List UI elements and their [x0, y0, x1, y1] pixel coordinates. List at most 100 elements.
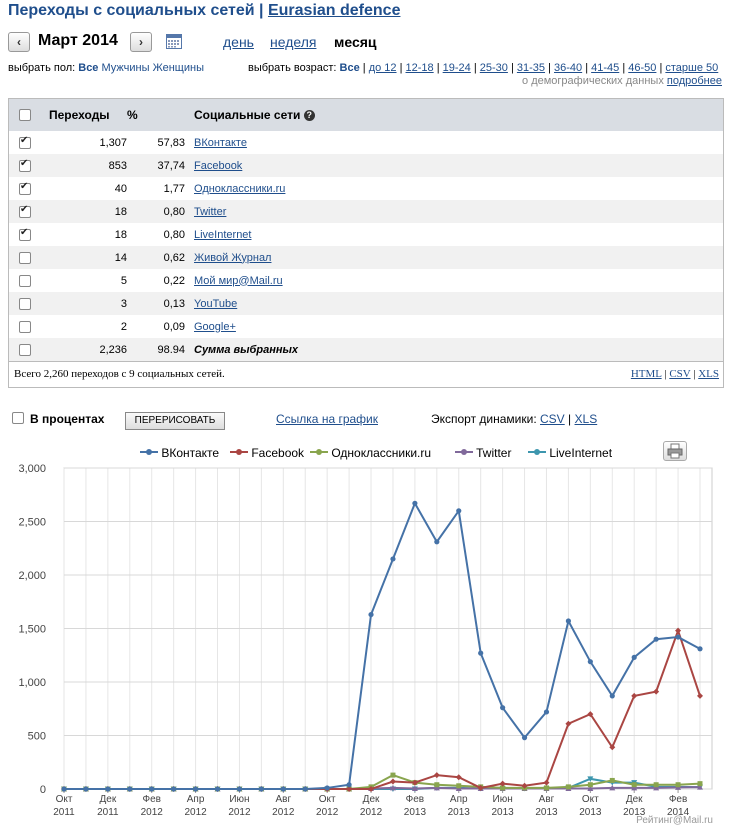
table-row: 2 0,09 Google+ — [9, 315, 723, 338]
age-under-12[interactable]: до 12 — [368, 62, 397, 74]
row-checkbox[interactable] — [19, 320, 31, 333]
data-point — [302, 786, 308, 792]
legend-item[interactable]: Facebook — [230, 444, 304, 462]
data-point — [543, 709, 550, 715]
age-19-24[interactable]: 19-24 — [442, 62, 471, 74]
row-network-link[interactable]: Twitter — [194, 205, 227, 218]
row-checkbox[interactable] — [19, 227, 31, 241]
row-network-link[interactable]: Одноклассники.ru — [194, 182, 286, 195]
x-tick-year: 2013 — [579, 807, 602, 818]
x-tick-year: 2012 — [184, 807, 207, 818]
x-tick-month: Авг — [539, 794, 555, 805]
data-point — [214, 786, 221, 792]
x-tick-year: 2012 — [360, 807, 383, 818]
data-point — [456, 783, 462, 789]
row-checkbox[interactable] — [19, 204, 31, 218]
row-checkbox[interactable] — [19, 158, 31, 172]
calendar-icon[interactable] — [166, 33, 182, 49]
row-visits: 40 — [114, 182, 127, 195]
export-xls-link[interactable]: XLS — [698, 368, 719, 380]
social-networks-table: Переходы % Социальные сети ? 1,307 57,83 В… — [8, 98, 724, 388]
data-point — [675, 627, 682, 634]
age-all[interactable]: Все — [339, 62, 360, 74]
data-point — [587, 659, 593, 665]
row-checkbox[interactable] — [19, 297, 31, 310]
data-point — [389, 778, 396, 785]
header-percent: % — [127, 99, 185, 131]
y-tick-label: 2,500 — [18, 517, 46, 529]
age-12-18[interactable]: 12-18 — [405, 62, 434, 74]
gender-all[interactable]: Все — [78, 62, 99, 74]
age-25-30[interactable]: 25-30 — [479, 62, 508, 74]
legend-label: Twitter — [476, 446, 512, 460]
row-network-link[interactable]: Мой мир@Mail.ru — [194, 274, 283, 287]
row-network-link[interactable]: Google+ — [194, 320, 236, 333]
row-percent: 1,77 — [163, 182, 185, 195]
data-point — [587, 782, 593, 788]
legend-item[interactable]: Одноклассники.ru — [310, 444, 431, 462]
legend-marker-icon — [310, 449, 328, 455]
period-week-link[interactable]: неделя — [270, 34, 317, 50]
row-visits: 14 — [49, 246, 127, 269]
data-point — [478, 650, 484, 656]
print-icon[interactable] — [663, 441, 687, 461]
row-checkbox[interactable] — [19, 274, 31, 287]
row-visits: 18 — [114, 228, 127, 241]
next-month-button[interactable]: › — [130, 32, 152, 52]
age-31-35[interactable]: 31-35 — [516, 62, 546, 74]
row-network-link[interactable]: YouTube — [194, 297, 238, 310]
row-network-link[interactable]: ВКонтакте — [194, 136, 247, 149]
row-visits: 5 — [120, 274, 127, 287]
legend-item[interactable]: ВКонтакте — [140, 444, 219, 462]
data-point — [433, 784, 440, 791]
age-46-50[interactable]: 46-50 — [628, 62, 657, 74]
header-network: Социальные сети — [194, 108, 301, 122]
legend-item[interactable]: LiveInternet — [528, 444, 612, 462]
x-tick-year: 2011 — [53, 807, 75, 818]
x-tick-month: Апр — [187, 794, 205, 805]
row-network-link[interactable]: Живой Журнал — [194, 251, 272, 264]
help-icon[interactable]: ? — [303, 110, 315, 121]
total-checkbox[interactable] — [19, 343, 31, 356]
row-network-link[interactable]: LiveInternet — [194, 228, 252, 241]
row-percent: 57,83 — [157, 136, 185, 149]
row-checkbox[interactable] — [19, 135, 31, 149]
table-footer: Всего 2,260 переходов с 9 социальных сет… — [9, 361, 723, 388]
export-html-link[interactable]: HTML — [630, 368, 662, 380]
data-point — [192, 786, 199, 792]
prev-month-button[interactable]: ‹ — [8, 32, 30, 52]
y-tick-label: 0 — [40, 784, 46, 796]
age-41-45[interactable]: 41-45 — [591, 62, 620, 74]
age-36-40[interactable]: 36-40 — [554, 62, 583, 74]
legend-marker-icon — [455, 449, 473, 455]
table-row: 5 0,22 Мой мир@Mail.ru — [9, 269, 723, 292]
gender-female[interactable]: Женщины — [152, 62, 204, 74]
row-checkbox[interactable] — [19, 251, 31, 264]
select-all-checkbox[interactable] — [19, 109, 31, 121]
age-over-50[interactable]: старше 50 — [665, 62, 719, 74]
rating-credit: Рейтинг@Mail.ru — [636, 815, 713, 826]
data-point — [280, 786, 286, 792]
export-dynamics-csv[interactable]: CSV — [540, 412, 565, 426]
gender-male[interactable]: Мужчины — [101, 62, 150, 74]
data-point — [346, 786, 353, 792]
row-checkbox[interactable] — [19, 181, 31, 195]
data-point — [543, 779, 550, 786]
legend-item[interactable]: Twitter — [455, 444, 511, 462]
demographics-more-link[interactable]: подробнее — [666, 75, 722, 87]
period-day-link[interactable]: день — [223, 34, 254, 50]
data-point — [390, 772, 396, 778]
export-dynamics-xls[interactable]: XLS — [574, 412, 598, 426]
row-network-link[interactable]: Facebook — [194, 159, 243, 172]
row-percent: 0,80 — [127, 200, 185, 223]
site-name-link[interactable]: Eurasian defence — [267, 2, 401, 19]
redraw-button[interactable]: ПЕРЕРИСОВАТЬ — [125, 412, 225, 430]
chart-link[interactable]: Ссылка на график — [276, 412, 378, 426]
y-tick-label: 1,000 — [18, 677, 46, 689]
percent-checkbox[interactable] — [12, 412, 24, 424]
export-csv-link[interactable]: CSV — [669, 368, 691, 380]
data-point — [171, 786, 177, 792]
data-point — [631, 654, 637, 660]
data-point — [456, 508, 462, 514]
